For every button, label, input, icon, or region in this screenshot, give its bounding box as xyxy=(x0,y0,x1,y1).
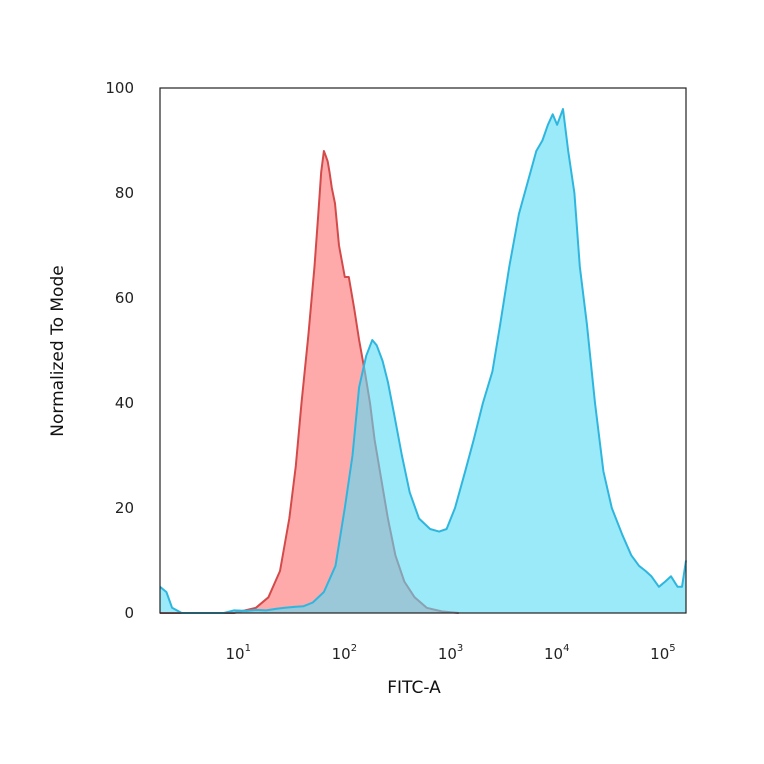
series-layer xyxy=(159,108,687,614)
x-axis-ticks: 101 102 103 104 105 xyxy=(225,643,675,663)
x-axis-label: FITC-A xyxy=(387,678,441,698)
x-tick-label: 102 xyxy=(332,643,357,663)
y-axis-label: Normalized To Mode xyxy=(48,265,68,436)
y-tick-label: 20 xyxy=(115,499,134,517)
y-axis-ticks: 0 20 40 60 80 100 xyxy=(105,79,134,622)
y-tick-label: 100 xyxy=(105,79,134,97)
x-tick-label: 104 xyxy=(544,643,569,663)
x-tick-label: 105 xyxy=(650,643,675,663)
y-tick-label: 0 xyxy=(124,604,134,622)
series-2-line xyxy=(159,108,687,614)
x-tick-label: 103 xyxy=(438,643,463,663)
plot-frame xyxy=(159,87,687,614)
series-2-area xyxy=(160,109,686,613)
y-tick-label: 40 xyxy=(115,394,134,412)
x-tick-label: 101 xyxy=(225,643,250,663)
y-tick-label: 60 xyxy=(115,289,134,307)
y-tick-label: 80 xyxy=(115,184,134,202)
